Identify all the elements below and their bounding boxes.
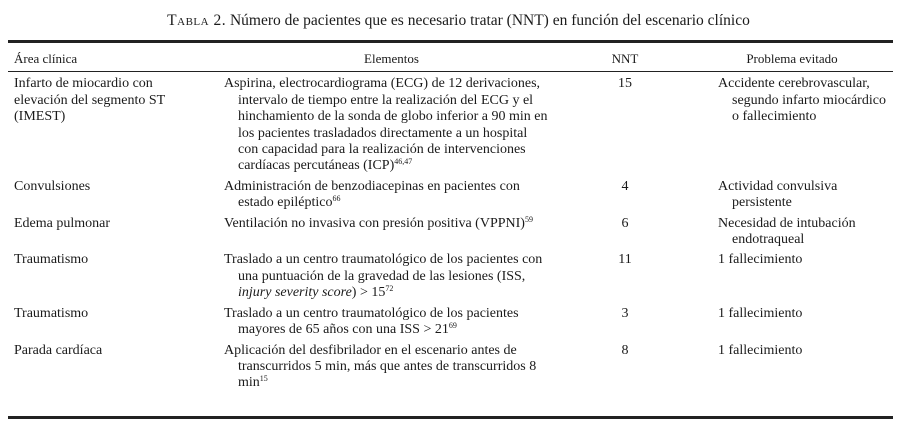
cell-problema: Actividad convulsiva persistente [691,176,893,213]
area-text: Parada cardíaca [14,342,103,358]
cell-area: Traumatismo [8,249,224,302]
problema-text: 1 fallecimiento [718,252,803,268]
table-caption: Tabla 2. Número de pacientes que es nece… [0,12,917,30]
reference-superscript: 66 [332,194,341,204]
header-problema: Problema evitado [746,51,838,66]
table-row: Edema pulmonar Ventilación no invasiva co… [8,213,893,250]
element-text: Ventilación no invasiva con presión posi… [224,215,525,231]
area-text: Convulsiones [14,178,91,194]
cell-area: Infarto de miocardio con elevación del s… [8,73,224,175]
header-rule [8,71,893,72]
cell-elementos: Ventilación no invasiva con presión posi… [224,213,559,250]
cell-elementos: Traslado a un centro traumatológico de l… [224,249,559,302]
cell-nnt: 15 [618,76,632,92]
table-row: Parada cardíaca Aplicación del desfibrila… [8,340,893,393]
element-text: Aplicación del desfibrilador en el escen… [224,342,537,391]
cell-problema: 1 fallecimiento [691,249,893,302]
cell-nnt: 8 [621,342,629,358]
table-label: Tabla 2. [167,12,227,29]
cell-elementos: Administración de benzodiacepinas en pac… [224,176,559,213]
element-text: injury severity score [238,285,352,301]
table-row: Traumatismo Traslado a un centro traumato… [8,303,893,340]
area-text: Edema pulmonar [14,215,111,231]
cell-area: Parada cardíaca [8,340,224,393]
reference-superscript: 15 [259,374,268,384]
header-area: Área clínica [14,51,78,66]
problema-text: 1 fallecimiento [718,342,803,358]
bottom-rule [8,416,893,419]
cell-elementos: Traslado a un centro traumatológico de l… [224,303,559,340]
problema-text: Necesidad de intubación endotraqueal [718,215,856,248]
header-elementos: Elementos [364,51,419,66]
cell-area: Convulsiones [8,176,224,213]
cell-nnt: 11 [618,252,632,268]
cell-problema: 1 fallecimiento [691,303,893,340]
table-title: Número de pacientes que es necesario tra… [229,12,750,29]
element-text: ) > 15 [351,285,386,301]
problema-text: 1 fallecimiento [718,305,803,321]
reference-superscript: 59 [524,214,533,224]
element-text: Aspirina, electrocardiograma (ECG) de 12… [224,76,548,174]
cell-problema: Necesidad de intubación endotraqueal [691,213,893,250]
reference-superscript: 46,47 [394,157,413,167]
reference-superscript: 72 [385,284,394,294]
problema-text: Accidente cerebrovascular, segundo infar… [718,76,886,125]
cell-problema: 1 fallecimiento [691,340,893,393]
table-body: Infarto de miocardio con elevación del s… [8,73,893,392]
cell-elementos: Aspirina, electrocardiograma (ECG) de 12… [224,73,559,175]
nnt-table: Área clínica Elementos NNT Problema evit… [8,48,893,393]
element-text: Traslado a un centro traumatológico de l… [224,252,543,284]
cell-area: Edema pulmonar [8,213,224,250]
cell-elementos: Aplicación del desfibrilador en el escen… [224,340,559,393]
reference-superscript: 69 [448,321,457,331]
area-text: Traumatismo [14,305,89,321]
cell-area: Traumatismo [8,303,224,340]
cell-nnt: 4 [621,178,629,194]
problema-text: Actividad convulsiva persistente [718,178,838,211]
element-text: Administración de benzodiacepinas en pac… [224,178,520,211]
table-row: Traumatismo Traslado a un centro traumato… [8,249,893,302]
header-nnt: NNT [611,51,639,66]
element-text: Traslado a un centro traumatológico de l… [224,305,519,338]
table-row: Convulsiones Administración de benzodiace… [8,176,893,213]
cell-nnt: 6 [621,215,629,231]
cell-nnt: 3 [621,305,629,321]
header-row: Área clínica Elementos NNT Problema evit… [8,48,893,73]
top-rule [8,40,893,43]
area-text: Traumatismo [14,252,89,268]
table-row: Infarto de miocardio con elevación del s… [8,73,893,175]
area-text: Infarto de miocardio con elevación del s… [14,76,165,125]
cell-problema: Accidente cerebrovascular, segundo infar… [691,73,893,175]
